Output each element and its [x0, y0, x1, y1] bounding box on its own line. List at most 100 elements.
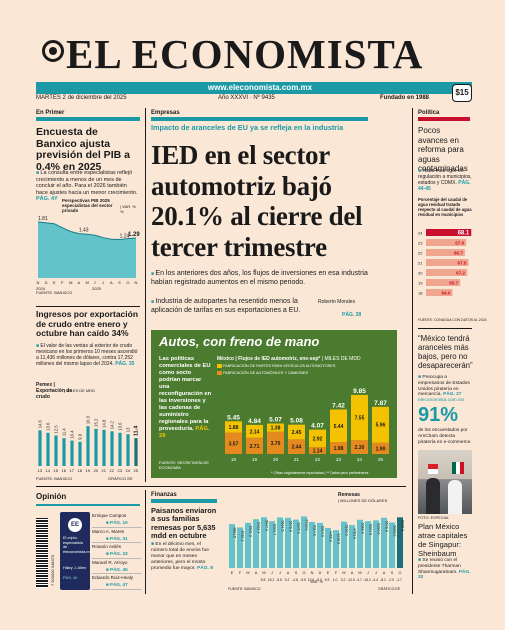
left-headline-2[interactable]: Ingresos por exportación de crudo entre …	[36, 309, 139, 338]
center-page-ref[interactable]: PÁG. 28	[342, 312, 362, 318]
autos-label-parts: 1.38	[271, 426, 281, 432]
finance-headline[interactable]: Paisanos enviaron a sus familias remesas…	[151, 506, 217, 541]
masthead-url[interactable]: www.eleconomista.com.mx	[207, 83, 313, 92]
remesas-var-value: -1.7	[396, 578, 402, 582]
gdp-tick-label: A	[110, 280, 113, 285]
remesas-chart-unit: | MILLONES DE DÓLARES	[338, 498, 388, 503]
remesas-tick-label: E	[327, 571, 330, 575]
masthead-title[interactable]: EL ECONOMISTA	[66, 31, 424, 77]
remesas-data-label: 5063.0	[393, 525, 397, 536]
pemex-data-label: 13.6	[46, 422, 51, 431]
remesas-data-label: 5635.0	[401, 520, 405, 531]
remesas-var-value: -4.7	[356, 578, 362, 582]
remesas-chart-source: FUENTE: BANXICO	[228, 587, 261, 591]
remesas-bar	[333, 530, 339, 568]
remesas-tick-label: A	[351, 571, 354, 575]
remesas-bar	[237, 527, 243, 568]
autos-chart-title: México | Flujos de IED automotriz, ene-s…	[217, 356, 361, 362]
remesas-bar	[277, 517, 283, 568]
divider	[418, 328, 472, 329]
remesas-tick-label: A	[383, 571, 386, 575]
singapore-photo[interactable]	[418, 450, 472, 514]
right-box-page[interactable]: PÁG. 27	[443, 392, 462, 398]
section-label-finanzas[interactable]: Finanzas	[151, 492, 177, 498]
autos-label-total: 4.07	[311, 423, 324, 430]
gdp-data-label: 1.24	[120, 234, 130, 240]
remesas-data-label: 5150.0	[345, 525, 349, 536]
autos-box-page[interactable]: PÁG. 28	[159, 426, 210, 439]
autos-label-parts: 1.88	[229, 425, 239, 431]
section-label-en-primer[interactable]: En Primer	[36, 110, 65, 116]
right-stat-text: de los encuestados por AmCham detecta pi…	[418, 428, 472, 445]
water-tick-label: 24	[418, 231, 423, 236]
pemex-data-label: 10.4	[70, 430, 75, 439]
autos-box-source: FUENTE: SECRETARÍA DE ECONOMÍA	[159, 460, 209, 470]
remesas-bar	[389, 522, 395, 568]
water-data-label: 67.0	[455, 241, 464, 246]
water-data-label: 67.2	[456, 271, 465, 276]
opinion-item[interactable]: Manuel R. Arroyo ■ PÁG. 45	[92, 559, 142, 574]
remesas-bar	[373, 520, 379, 568]
left-page-ref[interactable]: PÁG. 4Y	[36, 196, 58, 203]
remesas-data-label: 5614.5	[281, 520, 285, 531]
right-site[interactable]: eleconomista.com.mx	[418, 398, 465, 404]
gdp-area	[38, 221, 136, 278]
remesas-var-label: VAR. %	[310, 580, 324, 584]
opinion-item[interactable]: Rosario Avilés ■ PÁG. 33	[92, 543, 142, 559]
opinion-item[interactable]: Eduardo Ruiz-Healy ■ PÁG. 47	[92, 574, 142, 590]
autos-box: Autos, con freno de mano Las políticas c…	[151, 330, 397, 478]
section-label-empresas[interactable]: Empresas	[151, 110, 180, 116]
center-headline[interactable]: IED en el sector automotriz bajó 20.1% a…	[151, 140, 363, 262]
left-body: La consulta entre especialistas reflejó …	[36, 170, 140, 203]
right-story-body: Se reunió con el presidente Tharman Shan…	[418, 558, 474, 581]
center-byline: Roberto Morales	[318, 299, 355, 305]
autos-label-parts: 5.96	[376, 423, 386, 429]
gdp-tick-label: A	[77, 280, 80, 285]
remesas-var-value: 1.0	[333, 578, 338, 582]
barcode	[36, 518, 48, 588]
remesas-bar	[285, 517, 291, 568]
finance-page-ref[interactable]: PÁG. 8	[196, 565, 213, 571]
gdp-data-label: 1.29	[128, 232, 140, 238]
opinion-page: ■ PÁG. 33	[106, 551, 128, 556]
gdp-tick-label: D	[45, 280, 48, 285]
opinion-title[interactable]: Opinión	[36, 492, 67, 501]
remesas-var-value: -12.5	[347, 578, 355, 582]
right-headline[interactable]: Pocos avances en reforma para aguas cont…	[418, 126, 468, 173]
left-page-ref-2[interactable]: PÁG. 35	[115, 361, 135, 367]
remesas-tick-label: M	[358, 571, 361, 575]
opinion-item[interactable]: Marco A. Mares ■ PÁG. 31	[92, 528, 142, 543]
remesas-var-value: 3.2	[341, 578, 346, 582]
right-box-headline[interactable]: “México tendrá aranceles más bajos, pero…	[418, 334, 473, 370]
right-story-page[interactable]: PÁG. 32	[418, 569, 471, 581]
legend-label-parts: FABRICACIÓN DE PARTES PARA VEHÍCULOS AUT…	[223, 364, 336, 368]
pemex-tick-label: 18	[78, 468, 83, 473]
autos-tick-label: 21	[294, 457, 300, 462]
section-tag-sociedad	[418, 117, 470, 121]
photo-caption: FOTO: ESPECIAL	[418, 516, 450, 520]
remesas-var-value: 9.2	[285, 578, 290, 582]
remesas-data-label: 5422.4	[257, 522, 261, 533]
section-label-politica[interactable]: Política	[418, 110, 440, 116]
right-page-ref[interactable]: PÁG. 44-45	[418, 180, 471, 192]
right-story-headline[interactable]: Plan México atrae capitales de Singapur:…	[418, 522, 468, 558]
pemex-bar	[38, 430, 42, 466]
remesas-bar	[365, 521, 371, 568]
left-headline[interactable]: Encuesta de Banxico ajusta previsión del…	[36, 126, 130, 173]
opinion-item[interactable]: Enrique Campos ■ PÁG. 10	[92, 512, 142, 528]
opinion-promo[interactable]: EE El cripto-especialista de eleconomist…	[60, 512, 92, 590]
pemex-tick-label: 25	[134, 468, 139, 473]
autos-label-parts: 5.44	[334, 424, 344, 430]
remesas-tick-label: J	[279, 571, 281, 575]
remesas-var-value: -8.1	[380, 578, 386, 582]
pemex-bar	[94, 428, 98, 466]
gdp-tick-label: J	[94, 280, 96, 285]
pemex-tick-label: 22	[110, 468, 115, 473]
gdp-tick-label: M	[69, 280, 72, 285]
remesas-bar	[301, 516, 307, 568]
remesas-bar	[245, 522, 251, 568]
gdp-year-label: 2025	[92, 286, 102, 291]
autos-box-title[interactable]: Autos, con freno de mano	[159, 334, 320, 349]
pemex-data-label: 16.3	[86, 415, 91, 424]
pemex-tick-label: 14	[46, 468, 51, 473]
